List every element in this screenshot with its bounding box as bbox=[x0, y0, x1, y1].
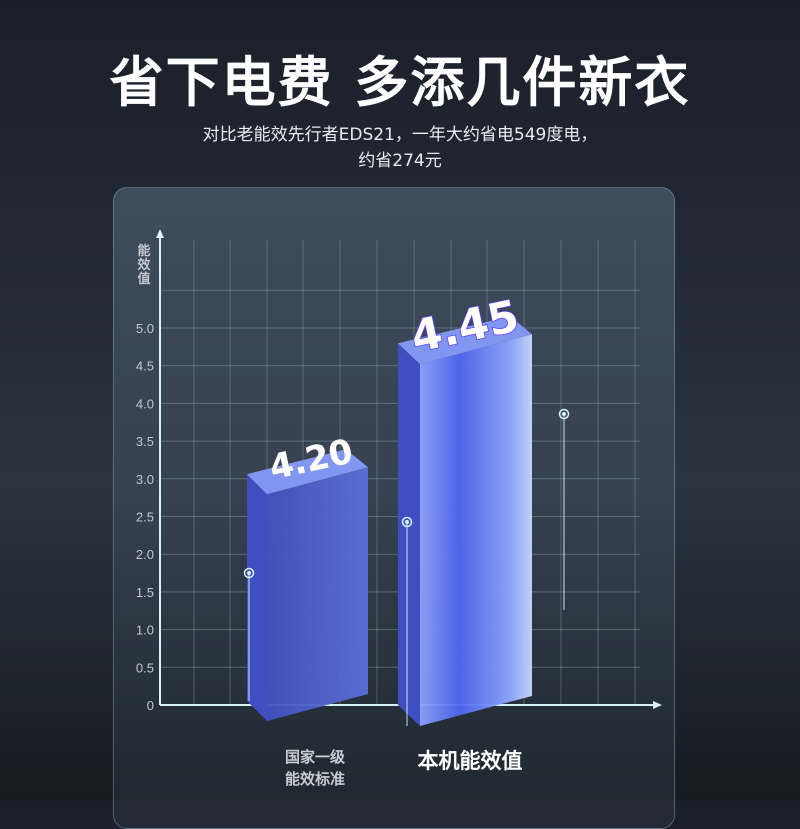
y-tick-label: 4.5 bbox=[136, 359, 154, 374]
bar-top-face bbox=[247, 449, 368, 495]
y-tick-label: 0 bbox=[147, 698, 154, 713]
x-label-national-standard: 国家一级 能效标准 bbox=[270, 746, 360, 790]
chart-panel bbox=[113, 187, 675, 829]
x-axis-arrow-icon bbox=[653, 701, 662, 709]
marker-dot-icon bbox=[405, 520, 409, 524]
y-tick-label: 2.0 bbox=[136, 547, 154, 562]
y-tick-label: 3.0 bbox=[136, 472, 154, 487]
y-tick-label: 1.0 bbox=[136, 623, 154, 638]
y-tick-label: 5.0 bbox=[136, 321, 154, 336]
subtitle-line-2: 约省274元 bbox=[358, 151, 442, 171]
y-tick-label: 3.5 bbox=[136, 434, 154, 449]
x-label-this-model: 本机能效值 bbox=[417, 749, 523, 773]
marker-ring-icon bbox=[558, 408, 570, 420]
headline: 省下电费 多添几件新衣 bbox=[109, 51, 691, 114]
marker-dot-icon bbox=[247, 571, 251, 575]
bar-1: 4.20 bbox=[247, 431, 368, 721]
bar-2: 4.45 bbox=[398, 290, 532, 726]
bar-side-face bbox=[247, 474, 267, 721]
marker-ring-icon bbox=[243, 567, 255, 579]
y-tick-label: 0.5 bbox=[136, 660, 154, 675]
y-axis-label: 效 bbox=[137, 257, 151, 273]
y-axis-label: 能 bbox=[137, 243, 150, 259]
marker-ring-icon bbox=[401, 516, 413, 528]
x-label-line: 能效标准 bbox=[284, 770, 345, 788]
subtitle-line-1: 对比老能效先行者EDS21，一年大约省电549度电， bbox=[202, 125, 598, 145]
bar-side-face bbox=[398, 343, 420, 726]
y-tick-label: 1.5 bbox=[136, 585, 154, 600]
y-tick-label: 4.0 bbox=[136, 396, 154, 411]
y-axis-arrow-icon bbox=[156, 229, 164, 238]
bar-front-face bbox=[267, 467, 368, 721]
marker-dot-icon bbox=[562, 412, 566, 416]
x-label-line: 国家一级 bbox=[284, 748, 345, 766]
bar-chart: 0 0.5 1.0 1.5 2.0 2.5 3.0 3.5 4.0 4.5 5.0 能效值 4.204… bbox=[136, 229, 662, 726]
y-axis-label: 值 bbox=[137, 271, 150, 287]
bar-top-face bbox=[398, 316, 532, 365]
bar-front-face bbox=[420, 334, 532, 726]
y-tick-label: 2.5 bbox=[136, 510, 154, 525]
